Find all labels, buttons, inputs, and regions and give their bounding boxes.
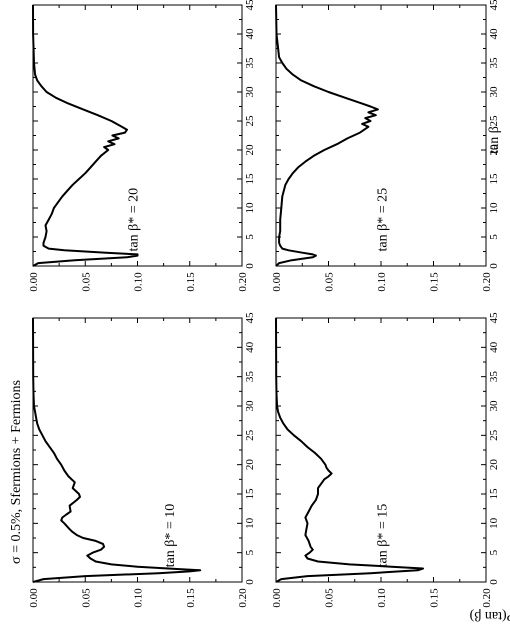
x-tick-label: 45 xyxy=(244,312,256,324)
y-tick-label: 0.05 xyxy=(324,272,336,292)
x-tick-label: 15 xyxy=(244,173,256,185)
x-tick-label: 30 xyxy=(488,86,500,98)
x-tick-label: 25 xyxy=(488,115,500,127)
series-line xyxy=(32,4,139,267)
x-tick-label: 45 xyxy=(488,0,500,11)
y-tick-label: 0.15 xyxy=(185,588,197,608)
y-tick-label: 0.00 xyxy=(28,588,40,608)
panel-top-left: 0 5 10 15 20 25 30 35 40 45 0.00 0.05 0.10 0.15 0.20 ta… xyxy=(271,312,500,608)
x-tick-label: 10 xyxy=(244,202,256,214)
x-tick-label: 10 xyxy=(488,202,500,214)
x-tick-label: 10 xyxy=(244,517,256,529)
x-tick-label: 35 xyxy=(488,57,500,69)
x-tick-label: 5 xyxy=(244,549,256,555)
y-tick-label: 0.10 xyxy=(133,588,145,608)
x-tick-label: 35 xyxy=(244,57,256,69)
x-tick-label: 20 xyxy=(244,144,256,156)
panel-annotation: tan β* = 10 xyxy=(163,504,178,568)
x-tick-label: 25 xyxy=(244,429,256,441)
x-tick-label: 20 xyxy=(488,144,500,156)
x-axis-title: tan β xyxy=(487,126,502,154)
x-tick-label: 40 xyxy=(244,28,256,40)
y-tick-label: 0.20 xyxy=(237,272,249,292)
figure-title: σ = 0.5%, Sfermions + Fermions xyxy=(9,380,24,564)
panel-annotation: tan β* = 15 xyxy=(375,504,390,568)
y-tick-label: 0.10 xyxy=(376,272,388,292)
x-tick-label: 30 xyxy=(488,400,500,412)
x-tick-label: 0 xyxy=(488,579,500,585)
x-tick-label: 30 xyxy=(244,86,256,98)
y-tick-label: 0.05 xyxy=(80,588,92,608)
x-tick-label: 40 xyxy=(244,341,256,353)
x-tick-label: 0 xyxy=(244,263,256,269)
panels: 0 5 10 15 20 25 30 35 40 45 0.00 0.05 0.10 0.15 0.20 ta… xyxy=(28,0,500,608)
y-tick-label: 0.20 xyxy=(237,588,249,608)
series-line xyxy=(275,317,424,583)
panel-top-right: 0 5 10 15 20 25 30 35 40 45 0.00 0.05 0.10 0.15 0.20 ta… xyxy=(271,0,500,292)
y-tick-label: 0.15 xyxy=(429,272,441,292)
x-tick-label: 5 xyxy=(488,234,500,240)
x-tick-label: 15 xyxy=(244,488,256,500)
x-tick-label: 5 xyxy=(244,234,256,240)
panel-annotation: tan β* = 25 xyxy=(375,188,390,252)
x-tick-label: 25 xyxy=(488,429,500,441)
y-tick-label: 0.20 xyxy=(481,588,493,608)
y-tick-label: 0.00 xyxy=(271,588,283,608)
x-tick-label: 20 xyxy=(488,459,500,471)
y-axis-title: P(tan β) xyxy=(469,608,510,623)
x-tick-label: 35 xyxy=(244,371,256,383)
y-tick-label: 0.15 xyxy=(185,272,197,292)
x-tick-label: 45 xyxy=(244,0,256,11)
y-tick-label: 0.15 xyxy=(429,588,441,608)
x-tick-label: 40 xyxy=(488,341,500,353)
panel-bottom-right: 0 5 10 15 20 25 30 35 40 45 0.00 0.05 0.10 0.15 0.20 ta… xyxy=(28,0,256,292)
x-tick-label: 0 xyxy=(488,263,500,269)
y-tick-label: 0.00 xyxy=(271,272,283,292)
x-tick-label: 30 xyxy=(244,400,256,412)
x-tick-label: 5 xyxy=(488,549,500,555)
series-line xyxy=(32,317,202,583)
x-tick-label: 15 xyxy=(488,173,500,185)
y-tick-label: 0.10 xyxy=(376,588,388,608)
panel-bottom-left: 0 5 10 15 20 25 30 35 40 45 0.00 0.05 0.10 0.15 0.20 ta… xyxy=(28,312,256,608)
x-tick-label: 0 xyxy=(244,579,256,585)
y-tick-label: 0.05 xyxy=(80,272,92,292)
x-tick-label: 35 xyxy=(488,371,500,383)
plot-frame xyxy=(32,317,243,583)
series-line xyxy=(275,4,379,267)
x-tick-label: 40 xyxy=(488,28,500,40)
panel-annotation: tan β* = 20 xyxy=(127,188,142,252)
x-tick-label: 15 xyxy=(488,488,500,500)
y-tick-label: 0.10 xyxy=(133,272,145,292)
y-tick-label: 0.00 xyxy=(28,272,40,292)
y-tick-label: 0.20 xyxy=(481,272,493,292)
x-tick-label: 25 xyxy=(244,115,256,127)
y-tick-label: 0.05 xyxy=(324,588,336,608)
x-tick-label: 10 xyxy=(488,517,500,529)
x-tick-label: 45 xyxy=(488,312,500,324)
x-tick-label: 20 xyxy=(244,459,256,471)
